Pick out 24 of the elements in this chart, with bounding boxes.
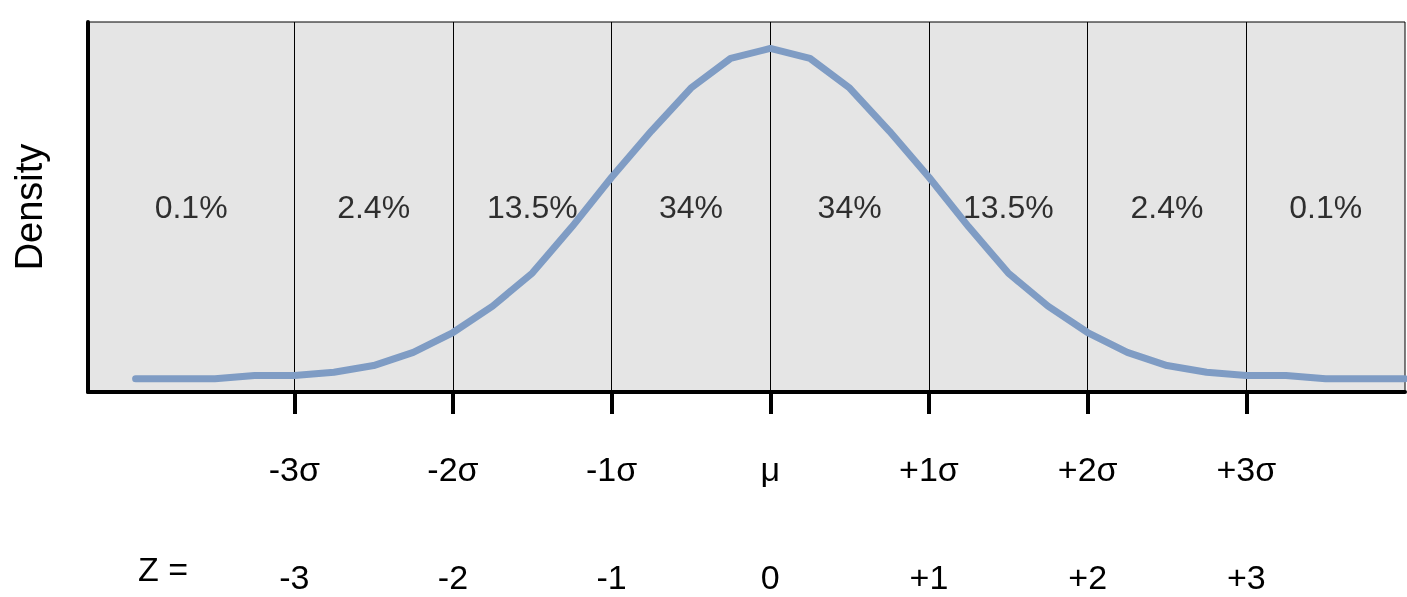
y-axis-title: Density [8,143,50,271]
annotation: 34% [658,189,723,225]
annotation: 13.5% [962,189,1054,225]
annotation: 2.4% [337,189,411,225]
annotation: 2.4% [1130,189,1204,225]
x2-tick-label: 0 [760,558,780,596]
annotation: 34% [817,189,882,225]
x-tick-label: +2σ [1057,450,1118,488]
x-tick-label: -1σ [586,450,638,488]
x2-tick-label: -2 [437,558,469,596]
x2-tick-label: +1 [909,558,949,596]
annotation: 0.1% [154,189,228,225]
x-tick-label: +1σ [899,450,959,488]
x2-tick-label: -1 [596,558,627,596]
x-tick-label: -2σ [427,450,479,488]
x-tick-label: -3σ [268,450,320,488]
x2-tick-label: +2 [1068,558,1108,596]
x2-axis-title: Z = [138,550,189,588]
x2-tick-label: -3 [279,558,310,596]
x-tick-label: +3σ [1216,450,1277,488]
x-tick-label: μ [760,450,781,488]
x2-tick-label: +3 [1226,558,1266,596]
annotation: 13.5% [486,189,578,225]
annotation: 0.1% [1289,189,1363,225]
